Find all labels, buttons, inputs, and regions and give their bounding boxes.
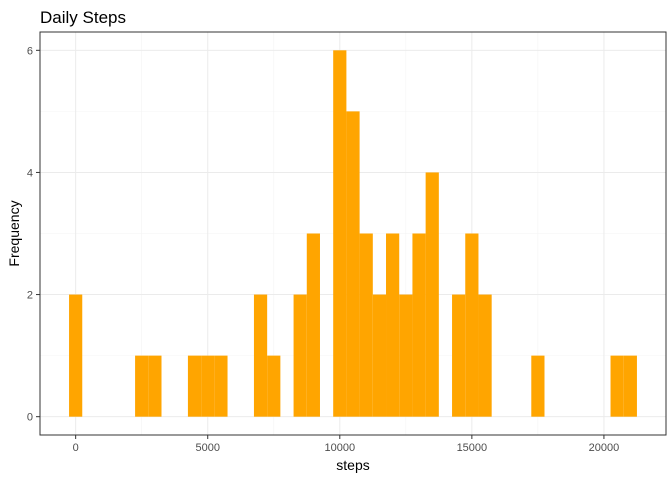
histogram-bar — [359, 233, 373, 417]
y-tick-label: 0 — [27, 412, 33, 424]
histogram-bar — [386, 233, 400, 417]
histogram-bar — [623, 355, 637, 417]
histogram-bar — [412, 233, 426, 417]
histogram-bar — [201, 355, 215, 417]
histogram-bar — [69, 294, 83, 417]
histogram-bar — [306, 233, 320, 417]
x-tick-label: 10000 — [324, 442, 355, 454]
y-tick-label: 4 — [27, 167, 33, 179]
histogram-bar — [148, 355, 162, 417]
x-tick-label: 15000 — [457, 442, 488, 454]
bars — [69, 50, 637, 417]
histogram-bar — [425, 172, 439, 417]
histogram-bar — [293, 294, 307, 417]
histogram-bar — [214, 355, 228, 417]
histogram-bar — [372, 294, 387, 417]
histogram-bar — [465, 233, 479, 417]
histogram-bar — [531, 355, 545, 417]
axis-ticks: 0 5000 10000 15000 20000 0 2 4 6 — [27, 45, 619, 454]
histogram-bar — [333, 50, 347, 417]
y-tick-label: 2 — [27, 290, 33, 302]
histogram-bar — [478, 294, 492, 417]
x-tick-label: 5000 — [195, 442, 219, 454]
histogram-bar — [253, 294, 268, 417]
x-tick-label: 0 — [73, 442, 79, 454]
chart-title: Daily Steps — [40, 8, 126, 27]
histogram-bar — [452, 294, 466, 417]
histogram-bar — [267, 355, 281, 417]
histogram-bar — [135, 355, 149, 417]
histogram-bar — [346, 111, 360, 417]
y-axis-label: Frequency — [6, 200, 22, 266]
y-tick-label: 6 — [27, 45, 33, 57]
x-axis-label: steps — [336, 457, 369, 473]
panel-border — [39, 31, 667, 436]
x-tick-label: 20000 — [589, 442, 620, 454]
histogram-bar — [610, 355, 624, 417]
histogram-bar — [187, 355, 202, 417]
histogram-bar — [399, 294, 413, 417]
